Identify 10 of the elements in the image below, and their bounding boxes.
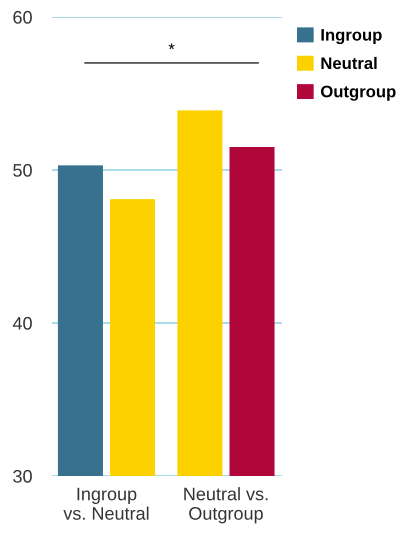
legend-label: Neutral (321, 56, 377, 70)
annotation: * (168, 43, 175, 50)
legend-label: Outgroup (321, 86, 396, 101)
legend-label: Ingroup (321, 29, 382, 44)
y-tick-label: 60 (13, 10, 32, 24)
x-tick-label: Neutral vs. Outgroup (184, 487, 268, 524)
y-tick-label: 40 (12, 316, 32, 330)
x-tick-label: Ingroup vs. Neutral (63, 488, 148, 520)
y-tick-label: 30 (13, 470, 32, 483)
y-tick-label: 50 (13, 164, 32, 177)
